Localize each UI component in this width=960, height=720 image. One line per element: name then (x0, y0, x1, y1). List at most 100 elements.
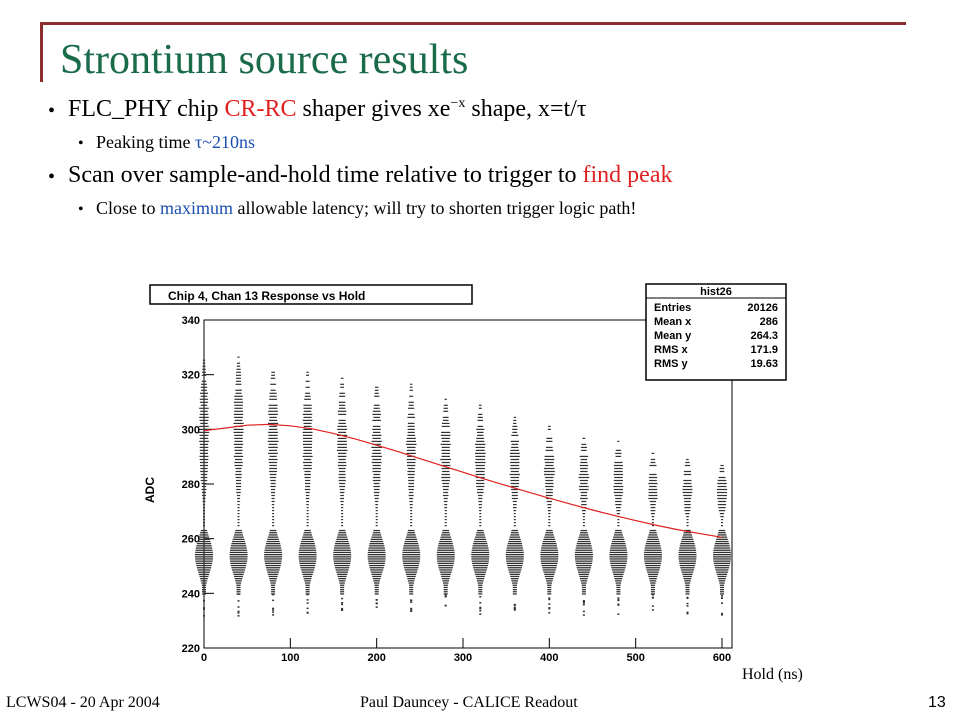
scatter-point (199, 455, 209, 457)
scatter-point (338, 431, 347, 433)
scatter-point (717, 575, 727, 578)
scatter-point (195, 549, 213, 551)
scatter-point (685, 593, 690, 595)
scatter-point (372, 575, 382, 578)
scatter-point (372, 449, 381, 451)
scatter-point (374, 591, 379, 593)
scatter-point (680, 543, 695, 545)
scatter-point (303, 440, 313, 442)
scatter-point (582, 610, 585, 613)
scatter-point (545, 494, 553, 497)
scatter-point (235, 389, 242, 391)
scatter-point (340, 589, 345, 591)
scatter-point (545, 532, 554, 534)
scatter-point (233, 428, 244, 430)
scatter-point (272, 510, 275, 512)
scatter-point (509, 573, 520, 575)
scatter-point (233, 413, 244, 415)
scatter-point (475, 443, 486, 445)
scatter-point (577, 569, 591, 571)
scatter-point (199, 401, 209, 403)
scatter-point (234, 410, 243, 412)
scatter-point (442, 416, 449, 418)
scatter-point (647, 536, 659, 538)
scatter-point (373, 580, 380, 582)
scatter-point (714, 564, 730, 567)
scatter-point (580, 497, 588, 500)
scatter-point (444, 595, 447, 598)
scatter-point (306, 516, 309, 518)
scatter-points (195, 356, 731, 617)
scatter-point (542, 543, 557, 545)
scatter-point (614, 476, 623, 479)
scatter-point (578, 573, 589, 575)
scatter-point (340, 500, 344, 503)
scatter-point (442, 470, 450, 473)
scatter-point (341, 507, 344, 509)
scatter-point (199, 434, 209, 436)
scatter-point (375, 510, 378, 512)
scatter-point (264, 556, 283, 558)
scatter-point (548, 612, 551, 614)
scatter-point (543, 470, 555, 473)
scatter-point (269, 532, 277, 534)
scatter-point (581, 449, 587, 451)
scatter-point (340, 497, 345, 500)
scatter-point (678, 560, 697, 562)
scatter-point (644, 551, 662, 554)
scatter-point (369, 567, 384, 569)
scatter-point (200, 473, 208, 476)
scatter-point (543, 571, 556, 573)
scatter-point (340, 591, 345, 593)
scatter-point (478, 593, 483, 595)
scatter-point (544, 573, 555, 575)
scatter-point (580, 461, 588, 464)
scatter-point (408, 582, 414, 584)
peak-fit-curve (203, 423, 723, 538)
scatter-point (200, 580, 208, 582)
scatter-point (268, 446, 278, 448)
scatter-point (686, 516, 689, 518)
scatter-point (406, 437, 416, 439)
scatter-point (200, 392, 208, 394)
scatter-point (268, 461, 278, 464)
scatter-point (614, 467, 623, 470)
scatter-point (512, 589, 517, 591)
scatter-point (510, 575, 520, 578)
scatter-point (236, 584, 241, 586)
scatter-point (443, 584, 448, 586)
scatter-point (234, 437, 243, 439)
stats-value: 286 (760, 316, 778, 328)
y-tick-label: 340 (182, 315, 200, 327)
scatter-point (272, 607, 275, 610)
scatter-point (408, 413, 415, 415)
scatter-point (338, 422, 346, 424)
scatter-point (264, 551, 282, 554)
scatter-point (547, 510, 551, 512)
scatter-point (685, 513, 690, 515)
scatter-point (406, 536, 417, 538)
scatter-point (548, 516, 551, 518)
scatter-point (231, 567, 246, 569)
scatter-point (303, 428, 312, 430)
scatter-point (236, 374, 242, 376)
scatter-point (651, 519, 654, 521)
scatter-point (479, 516, 482, 518)
scatter-point (375, 606, 378, 608)
scatter-point (478, 413, 483, 415)
scatter-point (299, 545, 316, 547)
scatter-point (200, 461, 208, 464)
scatter-point (410, 383, 413, 385)
scatter-point (237, 525, 240, 527)
scatter-point (443, 497, 448, 500)
scatter-point (613, 536, 624, 538)
scatter-point (721, 525, 723, 527)
scatter-point (305, 485, 311, 488)
scatter-point (513, 519, 516, 521)
scatter-point (479, 602, 482, 604)
scatter-point (684, 510, 691, 512)
scatter-point (544, 575, 554, 578)
scatter-point (651, 594, 654, 596)
scatter-point (201, 488, 207, 491)
bullet-highlight: find peak (582, 162, 673, 188)
